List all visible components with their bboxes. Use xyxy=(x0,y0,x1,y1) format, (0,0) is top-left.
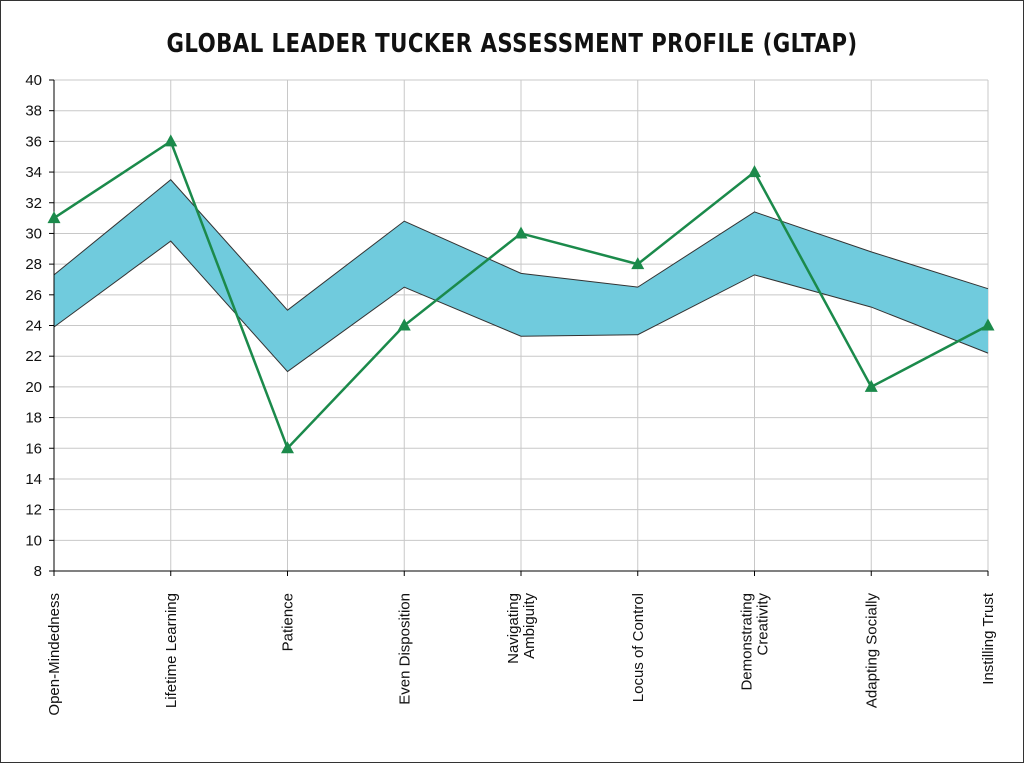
data-point-triangle xyxy=(164,134,178,147)
y-tick-label: 20 xyxy=(25,379,42,396)
y-tick-label: 30 xyxy=(25,225,42,242)
y-tick-label: 32 xyxy=(25,195,42,212)
y-tick-label: 8 xyxy=(34,563,42,580)
category-label: Navigating Ambiguity xyxy=(505,593,538,664)
category-label: Patience xyxy=(280,593,297,651)
data-point-triangle xyxy=(397,318,411,331)
y-tick-label: 14 xyxy=(25,471,42,488)
y-tick-label: 36 xyxy=(25,133,42,150)
category-label: Demonstrating Creativity xyxy=(739,593,772,691)
category-label-line: Patience xyxy=(280,593,297,651)
category-label: Instilling Trust xyxy=(980,592,997,685)
category-label-line: Instilling Trust xyxy=(980,592,997,685)
chart-title: GLOBAL LEADER TUCKER ASSESSMENT PROFILE … xyxy=(166,29,858,59)
category-label-line: Open-Mindedness xyxy=(46,593,63,716)
y-tick-label: 40 xyxy=(25,72,42,89)
axis-labels: 40 38 36 34 32 30 28 26 24 22 20 18 16 14 12 10 8Open-Mi… xyxy=(25,72,997,716)
category-label: Open-Mindedness xyxy=(46,593,63,716)
category-label-line: Creativity xyxy=(755,593,772,656)
data-point-triangle xyxy=(864,379,878,392)
category-label: Locus of Control xyxy=(630,593,647,702)
category-label-line: Even Disposition xyxy=(396,593,413,705)
category-label-line: Adapting Socially xyxy=(863,593,880,709)
category-label: Adapting Socially xyxy=(863,593,880,709)
axes xyxy=(49,79,989,576)
data-point-triangle xyxy=(631,257,645,270)
category-label-line: Locus of Control xyxy=(630,593,647,702)
band-lower-edge xyxy=(53,240,989,373)
category-label-line: Ambiguity xyxy=(521,593,538,659)
y-tick-label: 22 xyxy=(25,348,42,365)
y-tick-label: 16 xyxy=(25,440,42,457)
y-tick-label: 34 xyxy=(25,164,42,181)
y-tick-label: 18 xyxy=(25,410,42,427)
data-point-triangle xyxy=(514,226,528,239)
y-tick-label: 24 xyxy=(25,318,42,335)
category-label-line: Demonstrating xyxy=(739,593,756,691)
category-label: Even Disposition xyxy=(396,593,413,705)
data-point-triangle xyxy=(47,211,61,224)
y-tick-label: 10 xyxy=(25,532,42,549)
data-point-triangle xyxy=(281,441,294,454)
band-upper-edge xyxy=(53,179,989,311)
y-tick-label: 26 xyxy=(25,287,42,304)
score-series xyxy=(47,134,995,454)
y-tick-label: 28 xyxy=(25,256,42,273)
band-area xyxy=(54,179,988,372)
category-label: Lifetime Learning xyxy=(163,593,180,708)
y-tick-label: 12 xyxy=(25,502,42,519)
expected-range-band xyxy=(53,179,989,373)
y-tick-label: 38 xyxy=(25,103,42,120)
data-point-triangle xyxy=(748,165,761,178)
category-label-line: Navigating xyxy=(505,593,522,664)
data-point-triangle xyxy=(981,318,995,331)
category-label-line: Lifetime Learning xyxy=(163,593,180,708)
